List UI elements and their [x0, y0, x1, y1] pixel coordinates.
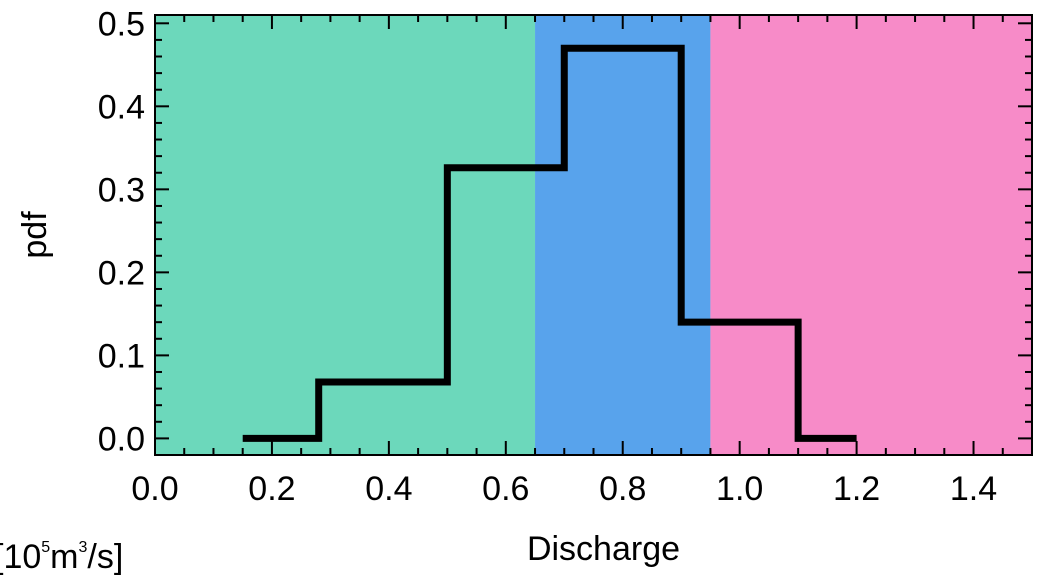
unit-suffix: /s]: [87, 538, 124, 576]
pdf-step-path: [242, 44, 857, 442]
pdf-step-line: [242, 44, 857, 442]
y-tick-label: 0.5: [98, 5, 145, 43]
x-tick-label: 0.2: [248, 470, 295, 508]
y-axis-ticks: 0.0 0.1 0.2 0.3 0.4 0.5: [98, 5, 1032, 458]
unit-exp: 5: [41, 539, 51, 556]
y-tick-label: 0.2: [98, 254, 145, 292]
x-tick-label: 0.6: [482, 470, 529, 508]
x-tick-label: 1.2: [833, 470, 880, 508]
x-tick-label: 1.0: [716, 470, 763, 508]
x-tick-label: 1.4: [950, 470, 997, 508]
unit-prefix: [10: [0, 538, 42, 576]
y-tick-label: 0.4: [98, 88, 145, 126]
region-band-0: [155, 15, 536, 455]
region-band-2: [710, 15, 1032, 455]
x-axis-title: Discharge: [527, 530, 680, 568]
unit-note: [105m3/s]: [0, 538, 124, 576]
y-tick-label: 0.1: [98, 337, 145, 375]
x-tick-label: 0.8: [599, 470, 646, 508]
unit-mid: m: [50, 538, 79, 576]
x-axis-ticks: 0.0 0.2 0.4 0.6 0.8 1.0 1.2 1.4: [131, 15, 1033, 508]
discharge-regions: [155, 15, 1032, 455]
x-tick-label: 0.0: [131, 470, 178, 508]
x-tick-label: 0.4: [365, 470, 412, 508]
unit-exp2: 3: [78, 539, 88, 556]
y-tick-label: 0.3: [98, 171, 145, 209]
y-tick-label: 0.0: [98, 420, 145, 458]
y-axis-title: pdf: [16, 211, 54, 259]
